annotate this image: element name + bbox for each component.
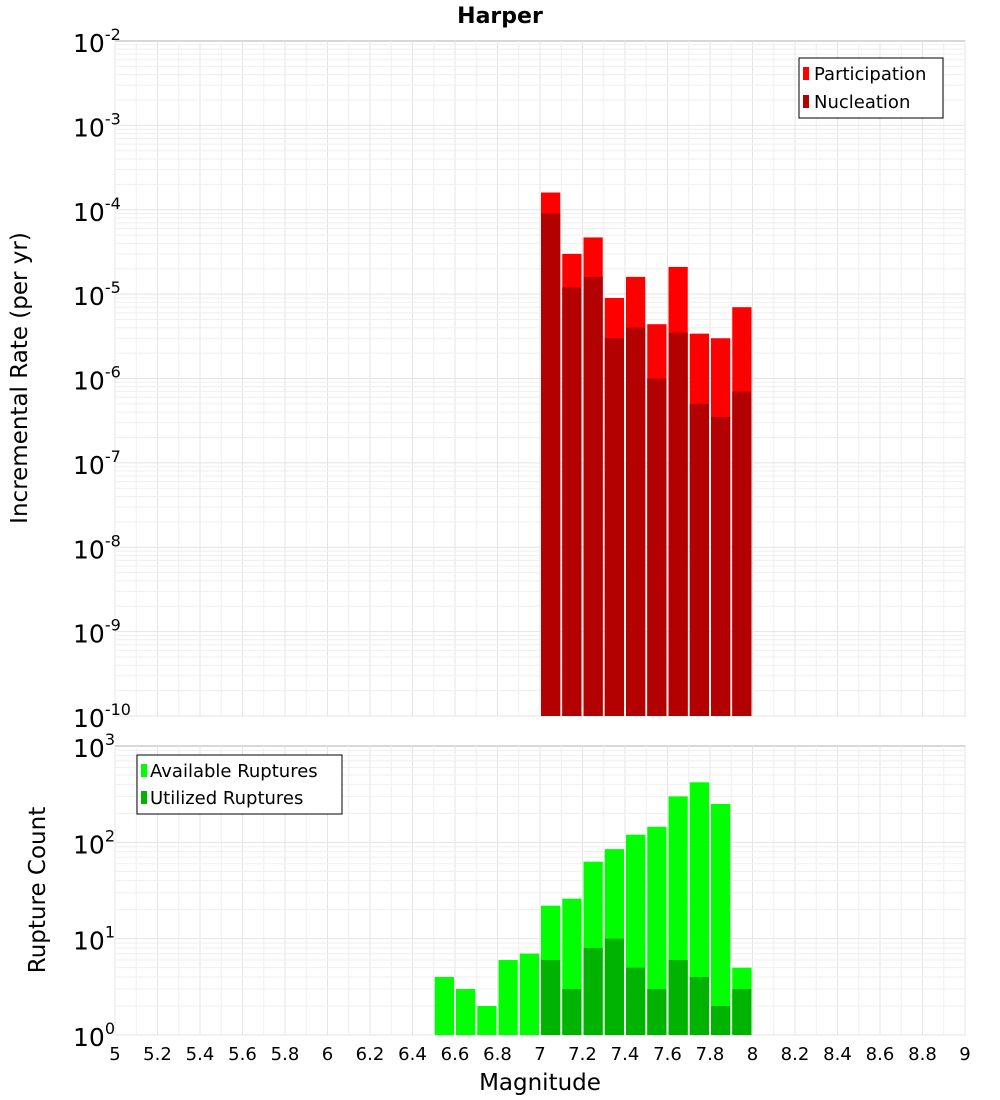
top-bar-nucleation	[626, 327, 646, 716]
bottom-bar-utilized-ruptures	[732, 989, 752, 1035]
y-tick-label: 10-7	[73, 447, 121, 480]
top-bar-nucleation	[583, 276, 603, 716]
bottom-y-axis-title: Rupture Count	[25, 807, 51, 973]
x-tick-label: 5	[109, 1044, 120, 1065]
x-tick-label: 6.8	[483, 1044, 512, 1065]
chart-title: Harper	[457, 4, 543, 29]
x-tick-label: 7.2	[568, 1044, 597, 1065]
x-tick-label: 8.8	[908, 1044, 937, 1065]
x-tick-label: 5.2	[143, 1044, 172, 1065]
bottom-bars	[434, 782, 752, 1035]
y-tick-label: 10-5	[73, 278, 121, 311]
bottom-bar-available-ruptures	[711, 803, 731, 1035]
legend-swatch-nucleation	[803, 95, 809, 108]
top-bar-nucleation	[562, 287, 582, 716]
bottom-bar-utilized-ruptures	[626, 967, 646, 1035]
legend-swatch-utilized	[141, 791, 147, 804]
x-tick-label: 7	[534, 1044, 545, 1065]
x-axis-title: Magnitude	[479, 1070, 601, 1096]
y-tick-label: 10-6	[73, 363, 121, 396]
x-tick-label: 7.4	[611, 1044, 640, 1065]
bottom-bar-utilized-ruptures	[604, 938, 624, 1035]
top-legend-box	[798, 57, 944, 119]
y-tick-label: 10-8	[73, 531, 121, 564]
top-bar-nucleation	[732, 391, 752, 716]
bottom-bar-available-ruptures	[456, 989, 476, 1035]
legend-label-available: Available Ruptures	[150, 761, 318, 782]
bottom-legend-box	[136, 754, 343, 815]
bottom-bar-available-ruptures	[689, 782, 709, 1035]
x-tick-label: 8	[747, 1044, 758, 1065]
bottom-bar-utilized-ruptures	[541, 960, 561, 1035]
y-tick-label: 100	[73, 1019, 115, 1052]
bottom-bar-available-ruptures	[519, 953, 539, 1035]
bottom-bar-available-ruptures	[498, 960, 518, 1035]
x-tick-label: 6	[322, 1044, 333, 1065]
top-bars	[541, 192, 752, 717]
y-tick-label: 10-2	[73, 25, 121, 58]
bottom-y-tick-labels: 103 102 101 100	[73, 730, 115, 1052]
bottom-bar-utilized-ruptures	[562, 989, 582, 1035]
bottom-bar-utilized-ruptures	[689, 977, 709, 1035]
y-tick-label: 10-9	[73, 616, 121, 649]
x-tick-label: 9	[959, 1044, 970, 1065]
bottom-bar-utilized-ruptures	[711, 1006, 731, 1035]
x-tick-labels: 5 5.2 5.4 5.6 5.8 6 6.2 6.4 6.6 6.8 7 7.2 7.4 7.6 7.8 8…	[109, 1044, 970, 1065]
bottom-bar-utilized-ruptures	[647, 989, 667, 1035]
x-tick-label: 8.4	[823, 1044, 852, 1065]
y-tick-label: 101	[73, 923, 115, 956]
top-bar-nucleation	[689, 403, 709, 716]
x-tick-label: 7.8	[696, 1044, 725, 1065]
x-tick-label: 8.6	[866, 1044, 895, 1065]
top-bar-nucleation	[668, 332, 688, 716]
top-bar-nucleation	[711, 416, 731, 716]
y-tick-label: 103	[73, 730, 115, 763]
bottom-bar-available-ruptures	[477, 1006, 497, 1035]
x-tick-label: 5.8	[271, 1044, 300, 1065]
top-y-axis-title: Incremental Rate (per yr)	[7, 232, 33, 524]
y-tick-label: 10-3	[73, 109, 121, 142]
y-tick-label: 10-4	[73, 194, 121, 227]
top-bar-nucleation	[604, 338, 624, 716]
top-gridlines	[114, 41, 966, 717]
legend-label-nucleation: Nucleation	[814, 92, 910, 113]
top-y-tick-labels: 10-2 10-3 10-4 10-5 10-6 10-7 10-8 10-9 10-10	[73, 25, 131, 733]
x-tick-label: 5.6	[228, 1044, 257, 1065]
bottom-gridlines	[114, 746, 966, 1036]
legend-label-utilized: Utilized Ruptures	[150, 788, 303, 809]
x-tick-label: 6.2	[356, 1044, 385, 1065]
top-legend: Participation Nucleation	[798, 57, 944, 119]
top-bar-nucleation	[541, 213, 561, 717]
bottom-bar-utilized-ruptures	[583, 948, 603, 1035]
bottom-bar-available-ruptures	[647, 826, 667, 1035]
x-tick-label: 5.4	[186, 1044, 215, 1065]
y-tick-label: 10-10	[73, 700, 131, 733]
legend-label-participation: Participation	[814, 64, 926, 85]
bottom-legend: Available Ruptures Utilized Ruptures	[136, 754, 343, 815]
x-tick-label: 6.6	[441, 1044, 470, 1065]
x-tick-label: 8.2	[781, 1044, 810, 1065]
top-bar-nucleation	[647, 378, 667, 716]
y-tick-label: 102	[73, 826, 115, 859]
x-tick-label: 6.4	[398, 1044, 427, 1065]
legend-swatch-participation	[803, 67, 809, 80]
x-tick-label: 7.6	[653, 1044, 682, 1065]
bottom-bar-utilized-ruptures	[668, 960, 688, 1035]
legend-swatch-available	[141, 764, 147, 777]
bottom-bar-available-ruptures	[434, 977, 454, 1035]
